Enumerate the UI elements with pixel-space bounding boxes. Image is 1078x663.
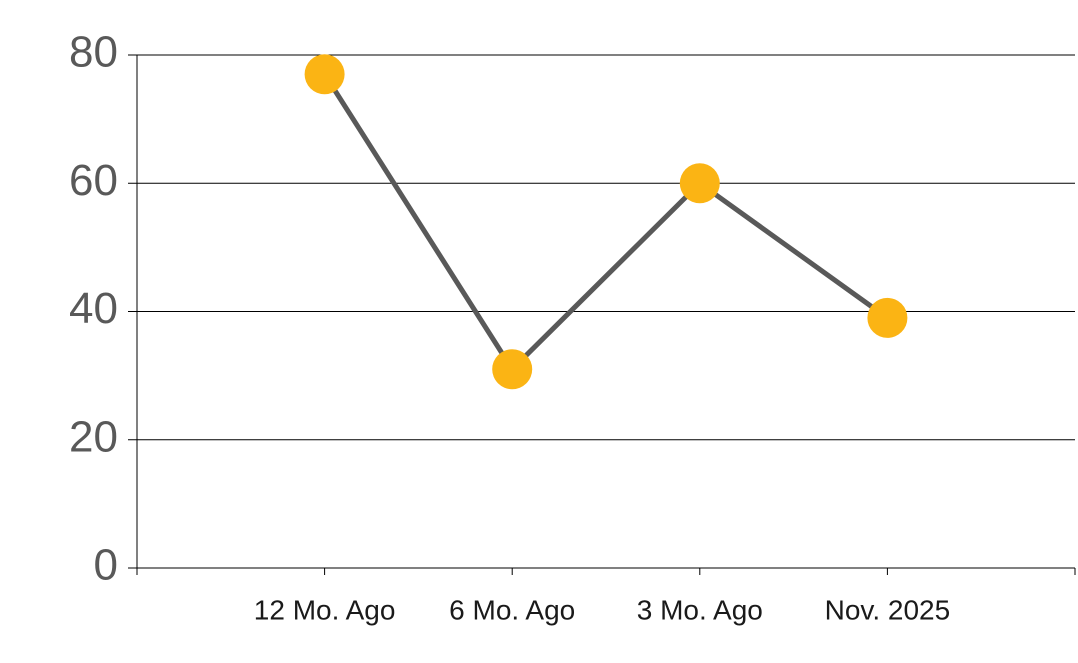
- series-line: [322, 72, 889, 372]
- y-tick-label: 80: [69, 28, 118, 77]
- data-point: [304, 54, 345, 95]
- data-point: [492, 349, 533, 390]
- x-tick-label: 12 Mo. Ago: [254, 594, 396, 625]
- y-tick-label: 40: [69, 284, 118, 333]
- x-tick-label: Nov. 2025: [825, 594, 951, 625]
- data-point: [679, 163, 720, 204]
- y-tick-label: 20: [69, 412, 118, 461]
- y-tick-label: 0: [94, 541, 118, 590]
- x-tick-label: 3 Mo. Ago: [637, 594, 763, 625]
- data-point: [867, 297, 908, 338]
- x-tick-label: 6 Mo. Ago: [449, 594, 575, 625]
- y-tick-label: 60: [69, 156, 118, 205]
